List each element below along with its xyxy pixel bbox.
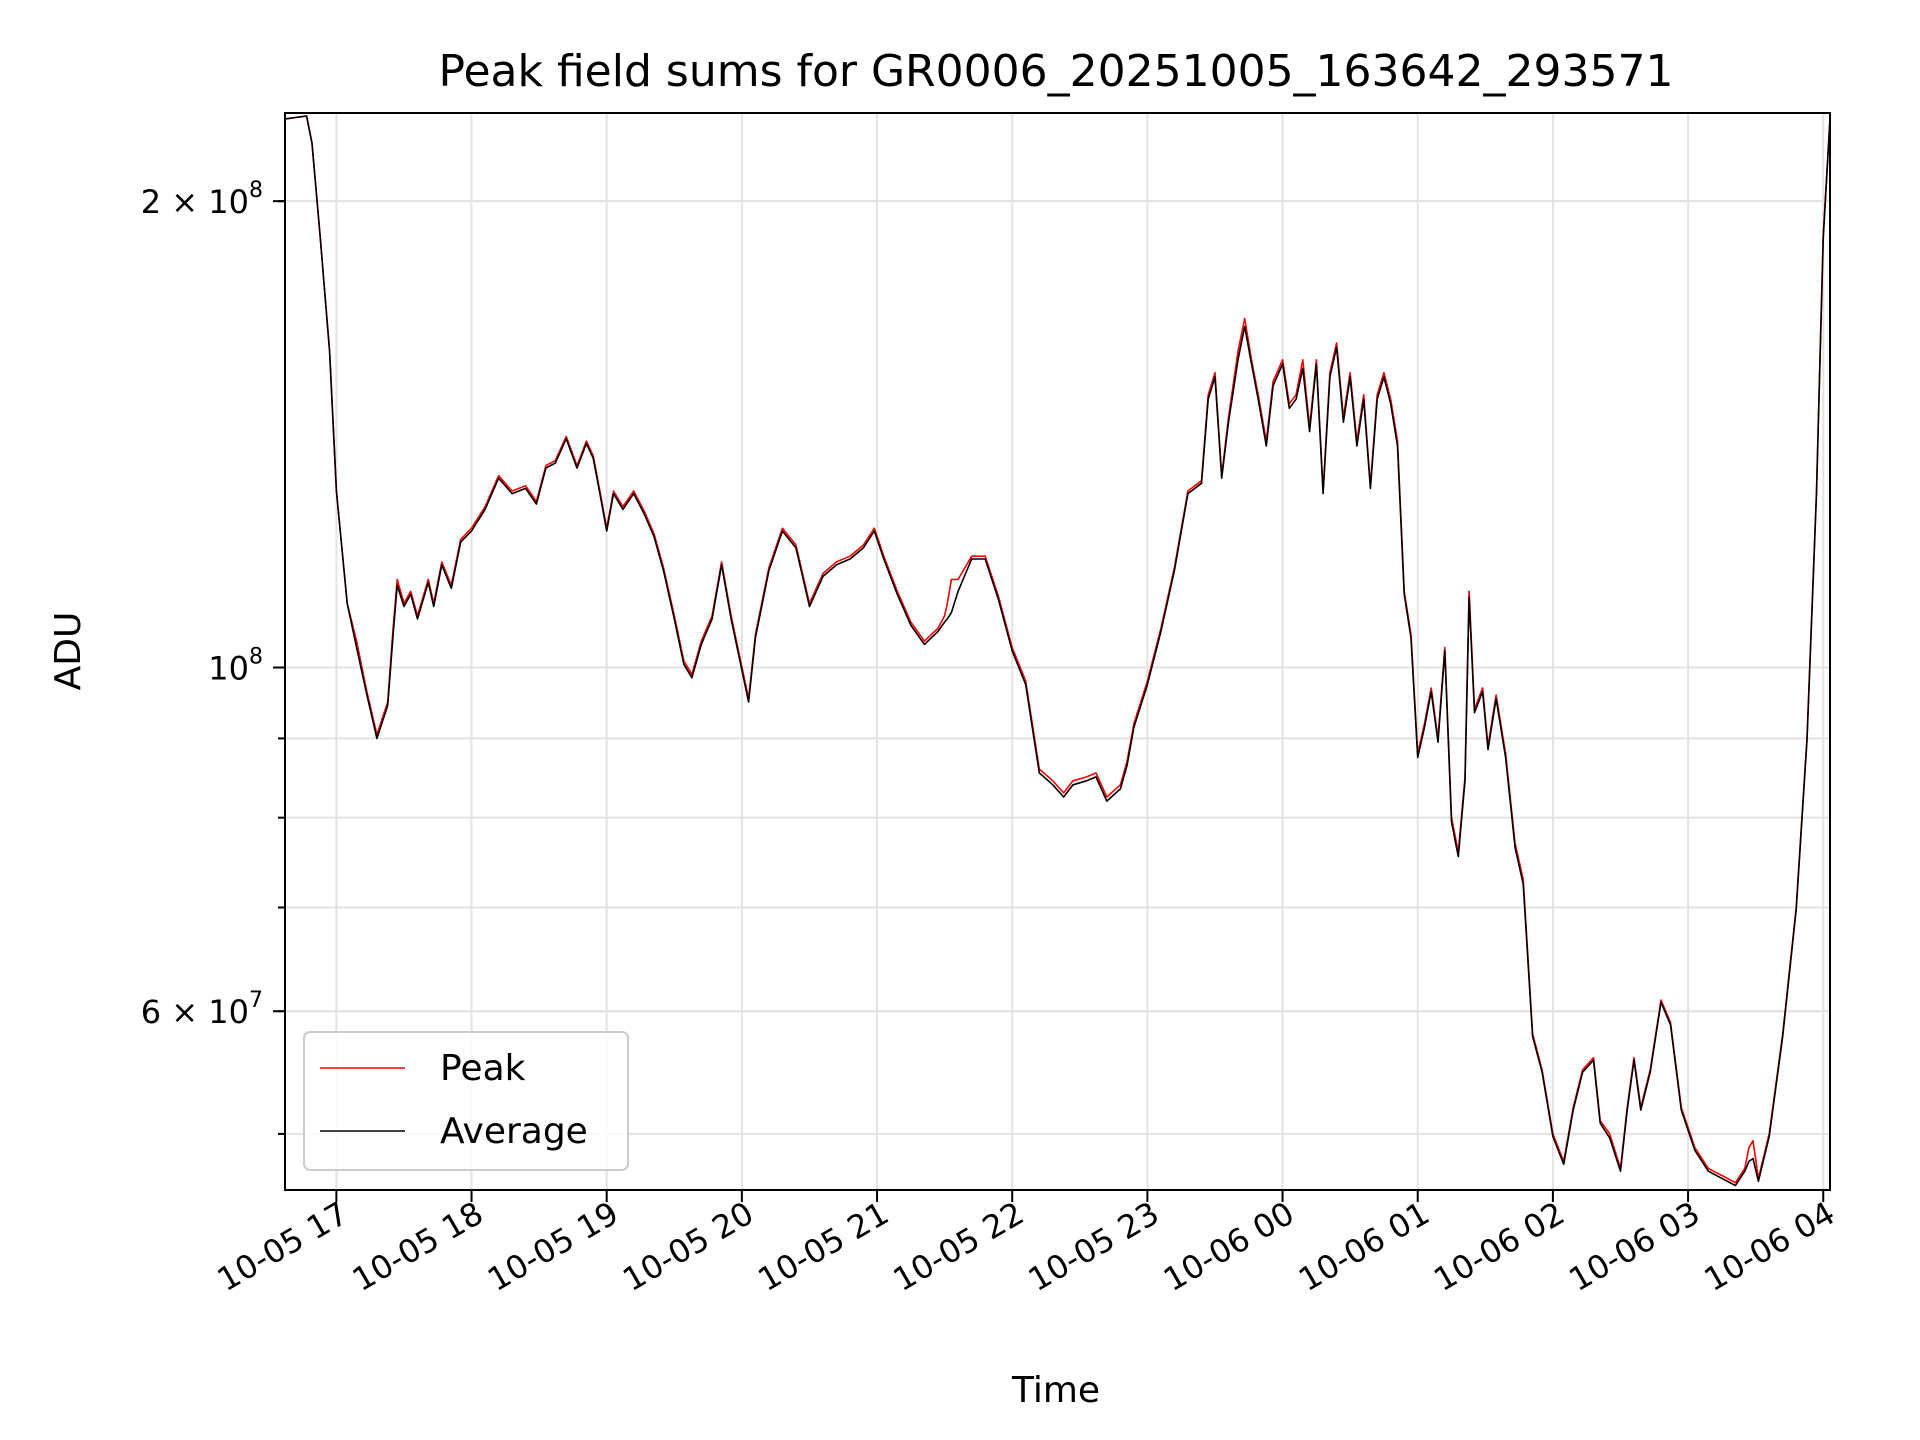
chart-title: Peak field sums for GR0006_20251005_1636… [439,46,1674,97]
plot-frame [284,112,1831,1191]
y-tick-label: 2 × 108 [141,178,263,221]
legend: Peak Average [303,1031,629,1171]
y-tick-label: 6 × 107 [141,988,263,1031]
x-axis-label: Time [1011,1370,1100,1411]
series-line-average [285,115,1830,1187]
y-axis-label: ADU [48,612,89,691]
grid [285,113,1830,1190]
legend-box [303,1031,629,1171]
legend-label-average: Average [440,1111,588,1152]
y-tick-label: 108 [208,645,263,688]
series-layer [285,115,1830,1187]
legend-label-peak: Peak [440,1048,526,1089]
